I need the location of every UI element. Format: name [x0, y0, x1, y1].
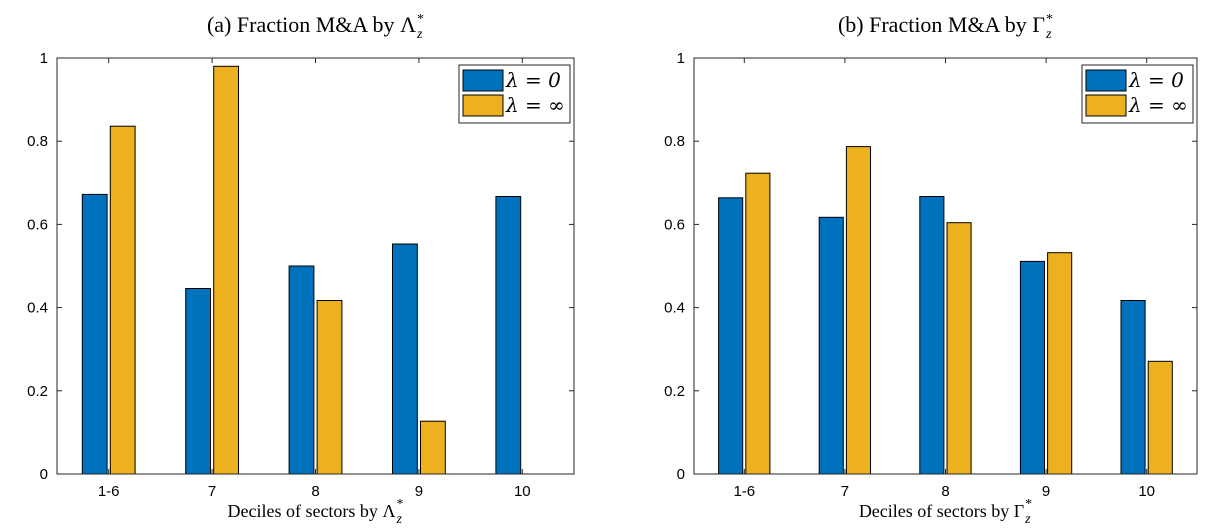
bar-lambda-0-1-6: [718, 197, 744, 475]
legend-swatch-0: [462, 69, 504, 92]
y-tick-label: 0.2: [664, 383, 685, 400]
bar-lambda-inf-1-6: [745, 172, 771, 475]
x-tick-label: 1-6: [98, 483, 120, 500]
legend-label-1: λ = ∞: [505, 93, 565, 117]
bar-lambda-inf-8: [946, 222, 972, 475]
y-tick-label: 0: [677, 466, 685, 483]
bar-lambda-inf-9: [420, 420, 446, 475]
legend-swatch-1: [1085, 94, 1127, 117]
legend-label-1: λ = ∞: [1128, 93, 1188, 117]
y-tick-label: 0.4: [664, 300, 685, 317]
y-tick-label: 0.8: [27, 133, 48, 150]
bar-lambda-inf-1-6: [109, 125, 136, 475]
legend-label-0: λ = 0: [505, 68, 561, 92]
bar-lambda-0-8: [288, 265, 315, 475]
legend-swatch-1: [462, 94, 504, 117]
y-tick-label: 1: [677, 50, 685, 67]
x-tick-label: 7: [208, 483, 216, 500]
x-tick-label: 10: [514, 483, 531, 500]
x-tick-label: 8: [311, 483, 319, 500]
legend-swatch-0: [1085, 69, 1127, 92]
x-tick-label: 9: [1042, 483, 1050, 500]
bar-lambda-0-8: [919, 196, 945, 475]
y-tick-label: 0.2: [27, 383, 48, 400]
chart-panel-a: (a) Fraction M&A by Λ* z 0 0.2 0.4 0.6 0.8 1 1-6…: [27, 12, 575, 527]
x-axis-label: Deciles of sectors by Λ* z: [227, 497, 403, 527]
chart-panel-b: (b) Fraction M&A by Γ* z 0 0.2 0.4 0.6 0.8 1 1-6…: [664, 12, 1198, 527]
y-tick-label: 0.6: [664, 216, 685, 233]
bar-lambda-0-9: [392, 243, 418, 475]
x-tick-label: 7: [841, 483, 849, 500]
bar-lambda-0-7: [818, 216, 844, 475]
y-tick-label: 1: [40, 50, 48, 67]
y-tick-label: 0.6: [27, 216, 48, 233]
legend: λ = 0λ = ∞: [458, 64, 571, 124]
bar-lambda-0-1-6: [81, 193, 108, 475]
bar-lambda-inf-10: [1147, 360, 1173, 475]
bar-lambda-0-7: [185, 288, 211, 475]
x-axis-label: Deciles of sectors by Γ* z: [859, 497, 1032, 527]
legend-label-0: λ = 0: [1128, 68, 1184, 92]
y-tick-label: 0.8: [664, 133, 685, 150]
bar-lambda-0-9: [1019, 260, 1046, 475]
x-tick-label: 8: [941, 483, 949, 500]
bar-lambda-0-10: [1120, 300, 1146, 475]
bar-lambda-inf-9: [1047, 252, 1073, 475]
y-tick-label: 0.4: [27, 300, 48, 317]
x-tick-label: 10: [1138, 483, 1155, 500]
x-tick-label: 1-6: [733, 483, 755, 500]
chart-title: (a) Fraction M&A by Λ* z: [207, 12, 424, 42]
bar-lambda-0-10: [495, 196, 522, 475]
y-tick-label: 0: [40, 466, 48, 483]
x-tick-label: 9: [415, 483, 423, 500]
chart-title: (b) Fraction M&A by Γ* z: [838, 12, 1053, 42]
legend: λ = 0λ = ∞: [1081, 64, 1194, 124]
bar-lambda-inf-8: [316, 300, 343, 475]
bar-lambda-inf-7: [213, 65, 239, 475]
bar-lambda-inf-7: [845, 146, 872, 475]
